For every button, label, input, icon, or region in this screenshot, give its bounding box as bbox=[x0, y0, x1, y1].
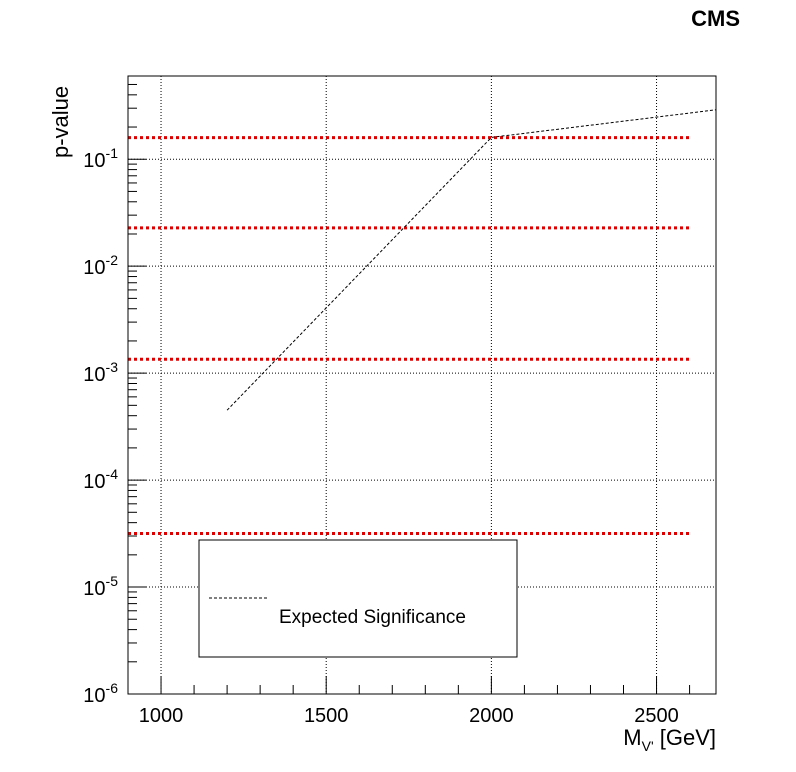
x-tick-label: 2000 bbox=[469, 705, 514, 727]
y-tick-label: 10-4 bbox=[83, 466, 118, 493]
plot-frame bbox=[127, 75, 717, 695]
series bbox=[226, 109, 717, 411]
series-line-expected-significance bbox=[226, 109, 717, 411]
x-axis-title: MV' [GeV] bbox=[623, 725, 716, 754]
significance-reference-lines bbox=[128, 136, 690, 535]
x-tick-label: 1000 bbox=[139, 705, 184, 727]
y-tick-label: 10-6 bbox=[83, 680, 118, 707]
axis-ticks bbox=[127, 83, 691, 695]
x-axis-title-sub: V' bbox=[642, 738, 654, 754]
y-axis-title: p-value bbox=[48, 86, 73, 158]
y-tick-label: 10-3 bbox=[83, 359, 118, 386]
y-tick-label: 10-1 bbox=[83, 145, 118, 172]
y-tick-label: 10-5 bbox=[83, 573, 118, 600]
x-axis-title-main: M bbox=[623, 725, 641, 750]
x-tick-labels: 1000 1500 2000 2500 bbox=[139, 705, 679, 727]
y-tick-label: 10-2 bbox=[83, 252, 118, 279]
x-axis-title-unit: [GeV] bbox=[654, 725, 716, 750]
legend: Expected Significance bbox=[198, 539, 518, 658]
x-tick-label: 2500 bbox=[634, 705, 679, 727]
experiment-label: CMS bbox=[691, 6, 740, 31]
y-tick-labels: 10-1 10-2 10-3 10-4 10-5 10-6 bbox=[83, 145, 118, 707]
legend-entry-label: Expected Significance bbox=[279, 607, 466, 628]
x-tick-label: 1500 bbox=[304, 705, 349, 727]
